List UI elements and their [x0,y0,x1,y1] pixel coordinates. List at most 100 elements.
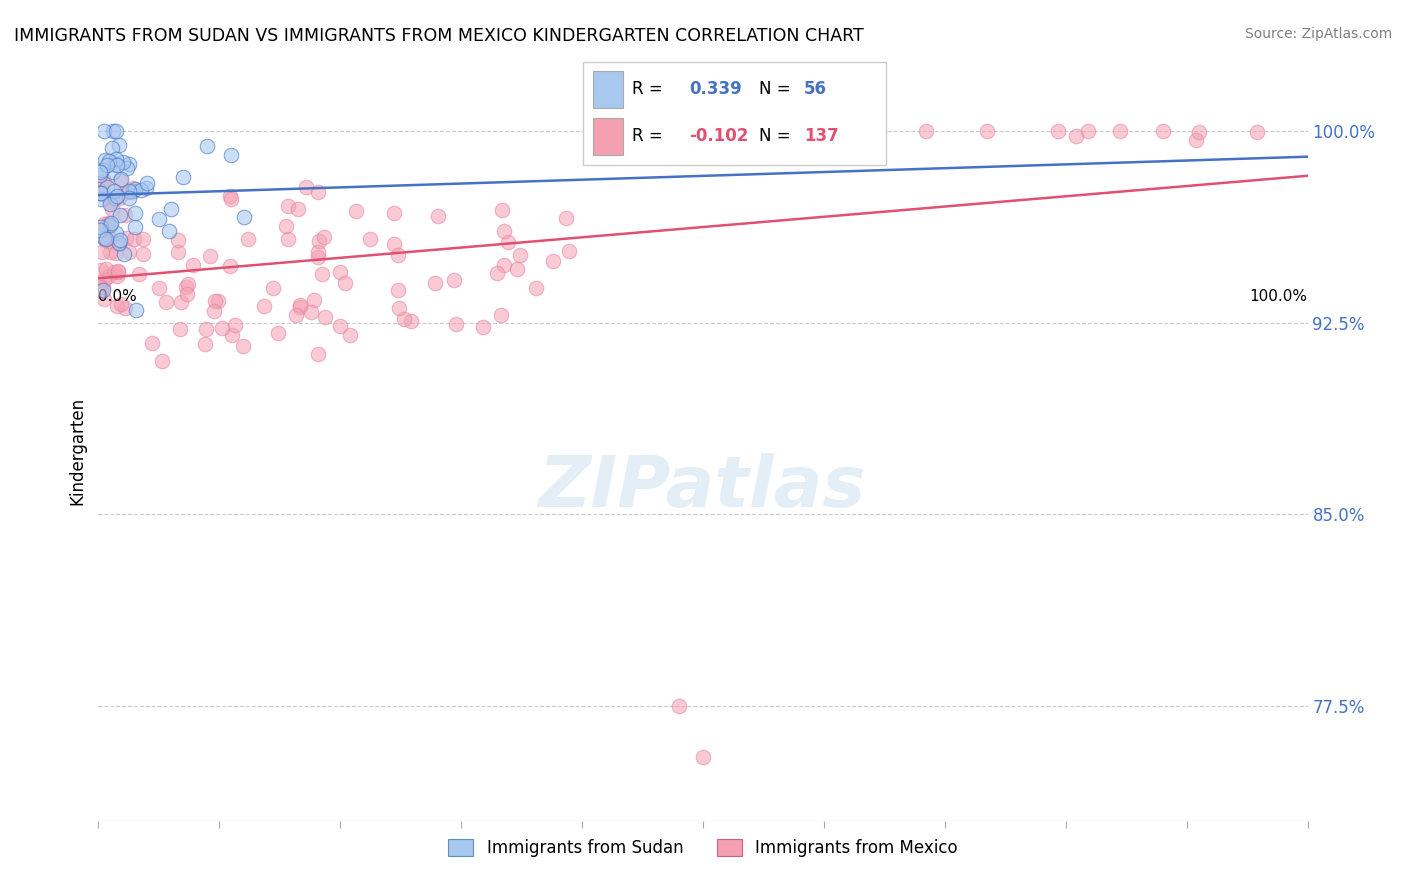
Text: 0.339: 0.339 [689,80,742,98]
Point [285,308,308,322]
Point [89,186,111,200]
Point [224,318,246,333]
Point [198,249,221,263]
Point [90,263,112,277]
Point [89,165,111,179]
Point [344,203,367,218]
Point [172,170,194,185]
Point [135,181,157,195]
Point [101,141,124,155]
Point [114,301,136,316]
Point [1152,124,1174,138]
Point [267,326,290,340]
Point [110,173,132,187]
Point [108,235,131,250]
Point [287,202,309,216]
Point [91,280,114,294]
Point [101,165,124,179]
Point [167,245,190,260]
Point [96,218,118,232]
Point [90,186,112,201]
Point [238,232,260,246]
Point [104,226,127,240]
Point [101,192,124,206]
Point [498,235,520,250]
Point [218,260,240,274]
Point [94,261,117,276]
Point [155,295,177,310]
Point [524,281,547,295]
Point [443,273,465,287]
Point [253,299,276,313]
Point [122,181,145,195]
Point [103,265,125,279]
Point [692,749,714,764]
Point [489,309,512,323]
Point [118,184,141,198]
Point [89,223,111,237]
Point [509,247,531,261]
Point [111,155,134,169]
Point [382,206,405,220]
Bar [592,118,623,155]
Point [1246,125,1268,139]
Text: R =: R = [631,80,668,98]
Legend: Immigrants from Sudan, Immigrants from Mexico: Immigrants from Sudan, Immigrants from M… [441,832,965,864]
Point [211,320,233,334]
Point [98,245,121,260]
Point [312,230,335,244]
Point [728,127,751,141]
Point [494,224,516,238]
Bar [592,70,623,108]
Point [384,237,406,252]
Point [848,124,870,138]
Point [506,262,529,277]
FancyBboxPatch shape [583,62,886,165]
Point [486,266,509,280]
Point [307,250,329,264]
Point [105,188,128,202]
Point [93,124,115,138]
Point [107,191,129,205]
Text: N =: N = [759,80,796,98]
Point [105,300,128,314]
Point [1109,124,1132,138]
Point [745,124,768,138]
Point [491,202,513,217]
Point [104,191,127,205]
Text: ZIPatlas: ZIPatlas [540,453,866,522]
Point [98,231,121,245]
Point [204,293,226,308]
Point [110,172,132,186]
Point [90,192,112,206]
Point [150,354,173,368]
Point [207,294,229,309]
Point [472,319,495,334]
Point [541,254,564,268]
Point [314,310,336,325]
Point [105,152,128,166]
Point [105,157,128,171]
Point [221,328,243,343]
Point [1188,125,1211,139]
Point [91,176,114,190]
Point [232,338,254,352]
Point [108,208,131,222]
Point [194,337,217,351]
Point [124,182,146,196]
Point [160,202,183,216]
Point [335,276,357,290]
Point [232,210,254,224]
Point [218,189,240,203]
Point [97,234,120,248]
Point [93,273,115,287]
Point [89,168,111,182]
Point [93,233,115,247]
Point [276,219,298,234]
Point [108,233,131,247]
Point [148,281,170,295]
Point [98,196,121,211]
Text: 0.0%: 0.0% [98,289,138,304]
Point [101,202,124,216]
Point [329,318,352,333]
